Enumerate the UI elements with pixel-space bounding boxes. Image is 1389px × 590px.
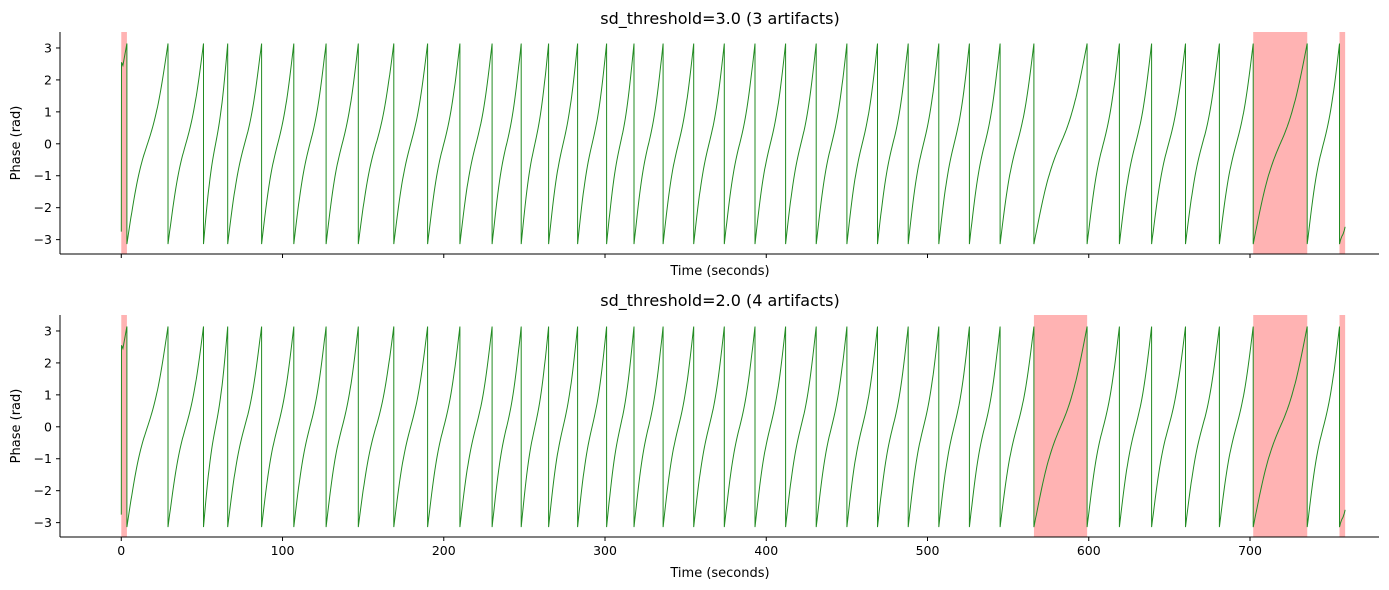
y-tick-label: 1 (44, 387, 52, 402)
subplot-bottom-y-ticks: 3 2 1 0 −1 −2 −3 (34, 323, 60, 530)
subplot-top-x-ticks (120, 254, 1251, 258)
subplot-bottom-phase-line (120, 326, 1346, 528)
y-tick-label: 2 (44, 72, 52, 87)
subplot-bottom-artifacts (121, 315, 1346, 537)
subplot-bottom-title: sd_threshold=2.0 (4 artifacts) (600, 291, 839, 311)
x-tick-label: 500 (916, 543, 940, 558)
subplot-top-title: sd_threshold=3.0 (3 artifacts) (600, 9, 839, 29)
x-tick-label: 700 (1238, 543, 1262, 558)
x-tick-label: 100 (271, 543, 295, 558)
subplot-top-artifacts (121, 32, 1346, 254)
y-tick-label: −3 (34, 515, 52, 530)
subplot-top: sd_threshold=3.0 (3 artifacts) 3 2 1 0 −1 −2 −… (9, 9, 1379, 279)
subplot-bottom-x-label: Time (seconds) (669, 566, 769, 581)
y-tick-label: 3 (44, 323, 52, 338)
y-tick-label: −2 (34, 483, 52, 498)
subplot-top-x-label: Time (seconds) (669, 264, 769, 279)
subplot-top-phase-line (120, 43, 1346, 245)
subplot-bottom-y-label: Phase (rad) (9, 389, 24, 464)
y-tick-label: −3 (34, 232, 52, 247)
artifact-span-3 (1339, 32, 1346, 254)
y-tick-label: 0 (44, 136, 52, 151)
x-tick-label: 0 (117, 543, 125, 558)
x-tick-label: 200 (432, 543, 456, 558)
artifact-span-1 (121, 315, 127, 537)
x-tick-label: 600 (1077, 543, 1101, 558)
y-tick-label: 0 (44, 419, 52, 434)
y-tick-label: −2 (34, 200, 52, 215)
y-tick-label: 3 (44, 40, 52, 55)
subplot-bottom-x-ticks: 0 100 200 300 400 500 600 700 (117, 537, 1262, 558)
artifact-span-1 (121, 32, 127, 254)
artifact-span-4 (1339, 315, 1346, 537)
y-tick-label: −1 (34, 168, 52, 183)
y-tick-label: 1 (44, 104, 52, 119)
subplot-top-y-ticks: 3 2 1 0 −1 −2 −3 (34, 40, 60, 247)
y-tick-label: 2 (44, 355, 52, 370)
subplot-bottom: sd_threshold=2.0 (4 artifacts) 3 2 1 0 −1 −2 −… (9, 291, 1379, 581)
y-tick-label: −1 (34, 451, 52, 466)
x-tick-label: 300 (593, 543, 617, 558)
x-tick-label: 400 (754, 543, 778, 558)
subplot-top-y-label: Phase (rad) (9, 106, 24, 181)
